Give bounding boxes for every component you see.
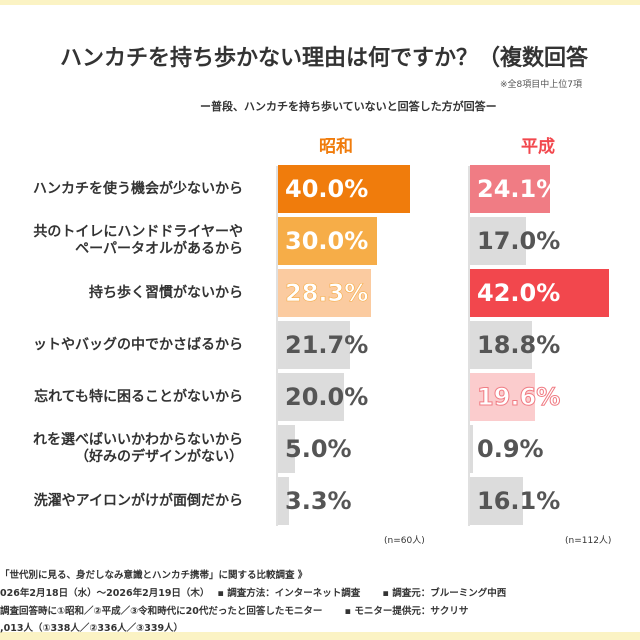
showa-value-label: 28.3% xyxy=(285,279,369,308)
bottom-band xyxy=(0,632,640,640)
showa-value-label: 30.0% xyxy=(285,227,369,255)
category-label: 洗濯やアイロンがけが面倒だから xyxy=(33,492,243,509)
footer-line-4: ,013人（①338人／②336人／③339人） xyxy=(0,623,184,634)
category-label: ハンカチを使う機会が少ないから xyxy=(33,180,243,197)
heisei-n: (n=112人) xyxy=(565,536,612,546)
heisei-bar xyxy=(470,425,473,473)
footer-line-3: 調査回答時に①昭和／②平成／③令和時代に20代だったと回答したモニター ▪ モニ… xyxy=(0,606,469,617)
showa-value-label: 40.0% xyxy=(285,175,369,203)
showa-axis xyxy=(276,166,278,526)
showa-bar xyxy=(278,477,289,525)
footer-line-2: 026年2月18日（水）～2026年2月19日（木） ▪ 調査方法：インターネッ… xyxy=(0,588,507,599)
heisei-bar xyxy=(470,321,533,369)
showa-value-label: 5.0% xyxy=(285,435,352,463)
chart-title: ハンカチを持ち歩かない理由は何ですか？（複数回答 xyxy=(60,46,589,71)
top-band xyxy=(0,0,640,5)
showa-bar xyxy=(278,373,344,421)
heisei-bar xyxy=(470,477,524,525)
heisei-value-label: 17.0% xyxy=(477,227,561,255)
chart-subtitle: ー普段、ハンカチを持ち歩いていないと回答した方が回答ー xyxy=(200,100,497,113)
heisei-bar xyxy=(470,217,527,265)
heisei-value-label: 19.6% xyxy=(476,383,561,412)
heisei-bar xyxy=(470,269,609,317)
category-label: 忘れても特に困ることがないから xyxy=(34,388,243,405)
heisei-bar xyxy=(470,165,550,213)
heisei-value-label: 0.9% xyxy=(477,435,544,463)
chart-note: ※全8項目中上位7項 xyxy=(500,80,582,90)
showa-bar xyxy=(278,217,377,265)
showa-bar xyxy=(278,269,372,317)
footer-line-1: 「世代別に見る、身だしなみ意識とハンカチ携帯」に関する比較調査 》 xyxy=(0,570,308,581)
category-label: 共のトイレにハンドドライヤーや ペーパータオルがあるから xyxy=(33,224,243,257)
showa-bar xyxy=(278,321,350,369)
heisei-value-label: 16.1% xyxy=(477,487,561,515)
category-label: ットやバッグの中でかさばるから xyxy=(33,336,243,353)
heisei-value-label: 18.8% xyxy=(477,331,561,359)
showa-bar xyxy=(278,165,410,213)
showa-n: (n=60人) xyxy=(384,536,425,546)
legend-heisei: 平成 xyxy=(521,137,555,157)
category-label: れを選べばいいかわからないから （好みのデザインがない） xyxy=(33,432,243,465)
category-label: 持ち歩く習慣がないから xyxy=(89,284,243,301)
showa-value-label: 20.0% xyxy=(285,383,369,411)
heisei-value-label: 42.0% xyxy=(477,279,561,307)
heisei-value-label: 24.1% xyxy=(477,175,561,203)
heisei-axis xyxy=(468,166,470,526)
showa-bar xyxy=(278,425,295,473)
showa-value-label: 21.7% xyxy=(285,331,369,359)
showa-value-label: 3.3% xyxy=(285,487,352,515)
legend-showa: 昭和 xyxy=(319,137,353,157)
heisei-bar xyxy=(470,373,535,421)
